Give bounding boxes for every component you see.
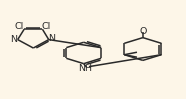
- Text: NH: NH: [78, 64, 93, 73]
- Text: N: N: [10, 35, 17, 44]
- Text: N: N: [48, 34, 55, 43]
- Text: Cl: Cl: [41, 22, 50, 31]
- Text: Cl: Cl: [14, 22, 24, 31]
- Text: O: O: [139, 27, 147, 36]
